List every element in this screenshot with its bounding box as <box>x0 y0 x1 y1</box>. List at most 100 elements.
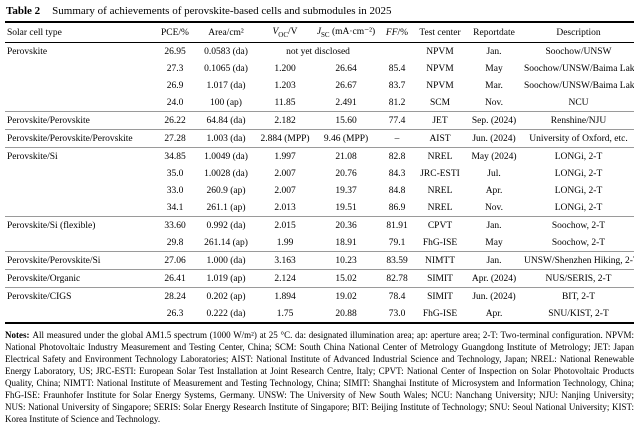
col-header-report-date: Reportdate <box>465 22 523 43</box>
cell-jsc: 9.46 (MPP) <box>313 129 379 148</box>
table-number: Table 2 <box>6 5 41 17</box>
voc-symbol: V <box>272 26 279 37</box>
cell-area: 0.992 (da) <box>195 216 257 234</box>
cell-pce: 27.06 <box>155 251 195 270</box>
cell-jsc: 20.36 <box>313 216 379 234</box>
cell-description: BIT, 2-T <box>523 287 634 305</box>
cell-test-center: AIST <box>415 129 465 148</box>
cell-description: Soochow, 2-T <box>523 216 634 234</box>
cell-jsc: 2.491 <box>335 97 357 108</box>
cell-report-date: Apr. <box>485 308 503 319</box>
cell-ff: 83.59 <box>379 251 415 270</box>
page: Table 2 Summary of achievements of perovs… <box>5 5 634 424</box>
cell-area: 100 (ap) <box>210 97 242 108</box>
cell-pce: 33.60 <box>155 216 195 234</box>
table-row: 33.0 260.9 (ap) 2.007 19.37 84.8 NREL Ap… <box>5 182 634 199</box>
cell-ff: 81.91 <box>379 216 415 234</box>
cell-pce: 29.8 <box>166 237 184 248</box>
cell-voc: 2.015 <box>257 216 313 234</box>
cell-ff: 85.4 <box>388 63 406 74</box>
cell-ff: 81.2 <box>388 97 406 108</box>
cell-description: LONGi, 2-T <box>554 185 603 196</box>
cell-voc: 1.75 <box>276 308 294 319</box>
cell-voc: 1.99 <box>276 237 294 248</box>
jsc-unit: (mA·cm⁻²) <box>329 27 376 38</box>
cell-solar-type <box>5 182 155 199</box>
cell-area: 261.1 (ap) <box>206 202 246 213</box>
cell-test-center: NREL <box>427 202 453 213</box>
cell-solar-type <box>5 77 155 94</box>
cell-report-date: Jan. <box>465 216 523 234</box>
cell-description: Soochow, 2-T <box>551 237 606 248</box>
cell-area: 261.14 (ap) <box>204 237 248 248</box>
cell-ff: 86.9 <box>388 202 406 213</box>
cell-description: Soochow/UNSW <box>545 46 612 57</box>
cell-report-date: May <box>485 63 503 74</box>
cell-solar-type: Perovskite/Perovskite/Perovskite <box>5 129 155 148</box>
col-header-jsc: JSC (mA·cm⁻²) <box>313 22 379 43</box>
cell-jsc: 21.08 <box>313 147 379 165</box>
cell-voc: 1.997 <box>257 147 313 165</box>
cell-report-date: Nov. <box>484 97 504 108</box>
cell-voc: 2.013 <box>274 202 296 213</box>
cell-solar-type: Perovskite <box>7 46 48 57</box>
cell-report-date: Jun. (2024) <box>465 129 523 148</box>
cell-voc: 11.85 <box>274 97 296 108</box>
cell-report-date: May <box>485 237 503 248</box>
table-row: 27.3 0.1065 (da) 1.200 26.64 85.4 NPVM M… <box>5 60 634 77</box>
cell-ff: 79.1 <box>388 237 406 248</box>
cell-pce: 28.24 <box>155 287 195 305</box>
cell-voc: 2.007 <box>274 168 296 179</box>
cell-area: 1.0049 (da) <box>195 147 257 165</box>
voc-subscript: OC <box>278 30 289 39</box>
cell-report-date: Sep. (2024) <box>465 111 523 130</box>
cell-area: 1.000 (da) <box>195 251 257 270</box>
cell-jsc: 10.23 <box>313 251 379 270</box>
cell-pce: 26.9 <box>166 80 184 91</box>
cell-solar-type <box>5 305 155 323</box>
cell-solar-type <box>5 60 155 77</box>
cell-area: 0.0583 (da) <box>204 46 248 57</box>
cell-jsc: 19.02 <box>313 287 379 305</box>
cell-report-date: Jul. <box>487 168 501 179</box>
cell-area: 0.1065 (da) <box>204 63 248 74</box>
table-row: Perovskite/Perovskite 26.22 64.84 (da) 2… <box>5 111 634 130</box>
cell-ff: 84.8 <box>388 185 406 196</box>
cell-solar-type: Perovskite/Si <box>5 147 155 165</box>
cell-test-center: FhG-ISE <box>422 308 458 319</box>
cell-voc: 2.007 <box>274 185 296 196</box>
cell-description: LONGi, 2-T <box>554 168 603 179</box>
cell-jsc: 19.37 <box>335 185 357 196</box>
cell-voc: 3.163 <box>257 251 313 270</box>
cell-pce: 34.1 <box>166 202 184 213</box>
cell-description: Renshine/NJU <box>523 111 634 130</box>
table-row: Perovskite 26.95 0.0583 (da) not yet dis… <box>5 43 634 61</box>
table-title: Table 2 Summary of achievements of perovs… <box>6 5 634 17</box>
cell-description: University of Oxford, etc. <box>523 129 634 148</box>
table-row: 24.0 100 (ap) 11.85 2.491 81.2 SCM Nov. … <box>5 94 634 112</box>
cell-ff: 73.0 <box>388 308 406 319</box>
cell-jsc: 15.02 <box>313 269 379 288</box>
cell-solar-type: Perovskite/Organic <box>5 269 155 288</box>
cell-description: Soochow/UNSW/Baima Lake <box>524 80 634 91</box>
cell-area: 1.019 (ap) <box>195 269 257 288</box>
cell-area: 1.003 (da) <box>195 129 257 148</box>
cell-solar-type: Perovskite/Si (flexible) <box>5 216 155 234</box>
table-notes: Notes: All measured under the global AM1.… <box>5 329 634 425</box>
cell-ff: 82.8 <box>379 147 415 165</box>
cell-pce: 33.0 <box>166 185 184 196</box>
col-header-voc: VOC/V <box>257 22 313 43</box>
col-header-ff: FF/% <box>379 22 415 43</box>
cell-pce: 27.28 <box>155 129 195 148</box>
voc-unit: /V <box>288 26 298 37</box>
cell-report-date: Nov. <box>484 202 504 213</box>
table-row: 34.1 261.1 (ap) 2.013 19.51 86.9 NREL No… <box>5 199 634 217</box>
ff-symbol: FF <box>385 27 398 38</box>
ff-unit: /% <box>397 27 409 38</box>
cell-solar-type <box>5 94 155 112</box>
cell-report-date: Apr. <box>485 185 503 196</box>
cell-description: SNU/KIST, 2-T <box>548 308 609 319</box>
cell-report-date: Jun. (2024) <box>465 287 523 305</box>
cell-test-center: CPVT <box>415 216 465 234</box>
cell-ff: 82.78 <box>379 269 415 288</box>
